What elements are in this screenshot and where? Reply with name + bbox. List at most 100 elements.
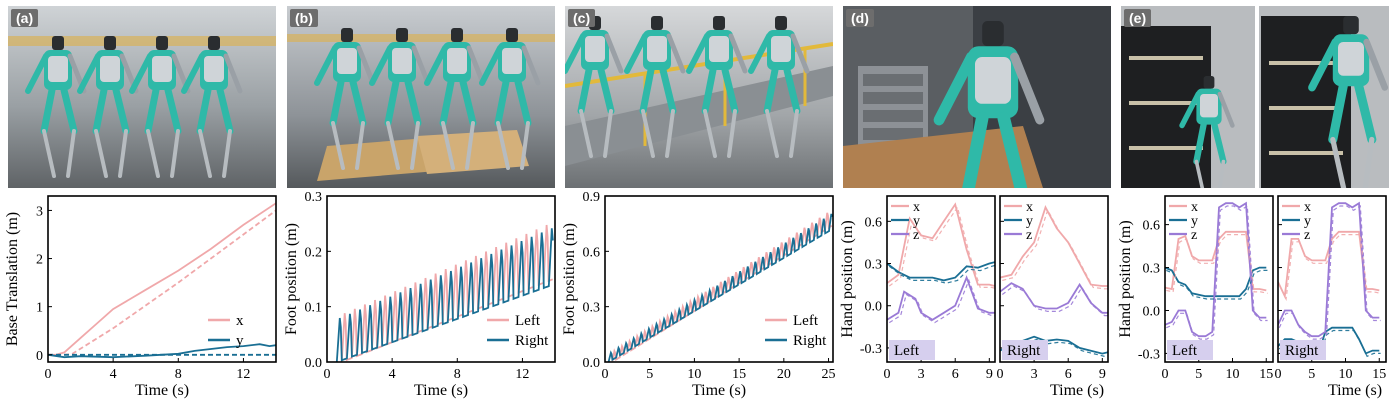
x-tick-label: 10 (1339, 367, 1353, 382)
x-tick-label: 8 (175, 367, 182, 382)
x-tick-label: 0 (997, 367, 1004, 382)
plot-lines (48, 202, 276, 359)
x-tick-label: 0 (45, 367, 52, 382)
y-tick-label: 0.9 (583, 190, 601, 205)
y-axis-label: Base Translation (m) (4, 212, 21, 346)
plot-frame (886, 195, 996, 363)
robot-figure (424, 28, 486, 170)
robot-figure (565, 16, 624, 158)
robot-figure (181, 36, 243, 178)
x-tick-label: 0 (324, 367, 331, 382)
legend-label: z (1026, 228, 1032, 243)
Left-series-line (611, 212, 833, 362)
robot-figure (748, 16, 810, 158)
x-tick-label: 12 (236, 367, 250, 382)
photo-a-label: (a) (11, 9, 39, 27)
legend-label: Left (515, 313, 541, 329)
x-tick-label: 0 (602, 367, 609, 382)
photo-d-label: (d) (846, 9, 874, 27)
subpanel-left: 0 3 6 9 -0.3 0.0 0.3 0.6 Left xyz (860, 195, 996, 382)
reference-line (1002, 208, 1108, 290)
legend-label: Right (793, 333, 827, 349)
y-tick-label: 0.3 (305, 190, 323, 205)
x-tick-label: 20 (777, 367, 791, 382)
photo-c-label: (c) (568, 9, 596, 27)
photo-b-image (287, 6, 555, 188)
photo-d-image (843, 6, 1111, 188)
y-tick-label: -0.3 (1138, 347, 1160, 362)
x-tick-label: 5 (646, 367, 653, 382)
robot-figure (479, 28, 541, 170)
y-tick-label: 3 (36, 204, 43, 219)
robot-figure (369, 28, 431, 170)
plot-lines (1165, 201, 1268, 340)
legend-label: x (236, 313, 244, 329)
legend-label: z (1191, 228, 1197, 243)
robot-figure (1308, 16, 1389, 188)
legend-label: x (1026, 200, 1033, 215)
y-tick-label: 0 (36, 349, 43, 364)
y-tick-label: 0.0 (1143, 304, 1161, 319)
x-tick-label: 5 (1195, 367, 1202, 382)
subpanel-right: 0 5 10 15 Right xyz (1275, 195, 1387, 382)
legend-label: y (1026, 214, 1033, 229)
robot-figure (25, 36, 87, 178)
reference-line (888, 264, 995, 284)
robot-figure (624, 16, 686, 158)
panel-tag-label: Right (1285, 343, 1319, 359)
legend-label: y (1191, 214, 1198, 229)
legend-label: x (1191, 200, 1198, 215)
reference-line (1278, 204, 1381, 340)
x-tick-label: 9 (1099, 367, 1106, 382)
plot-lines (335, 224, 554, 362)
x-tick-label: 8 (454, 367, 461, 382)
x-series-line (48, 202, 276, 356)
x-tick-label: 9 (986, 367, 993, 382)
robot-figure (1179, 76, 1235, 188)
reference-line (888, 278, 995, 324)
y-tick-label: 0.6 (583, 245, 601, 260)
photo-e-image (1121, 6, 1389, 188)
x-tick-label: 0 (1275, 367, 1282, 382)
plot-frame (604, 195, 834, 363)
Right-series-line (607, 213, 833, 362)
photo-e-label: (e) (1124, 9, 1152, 27)
panel-tag-label: Right (1007, 343, 1041, 359)
legend-label: Right (515, 333, 549, 349)
y-axis-label: Hand position (m) (1117, 220, 1134, 337)
photo-b-label: (b) (290, 9, 318, 27)
y-tick-label: 0.2 (305, 245, 323, 260)
photo-b: (b) (287, 6, 555, 188)
y-axis-label: Hand position (m) (839, 220, 856, 337)
robot-figure (314, 28, 376, 170)
plot-frame (1277, 195, 1387, 363)
x-axis-label: Time (s) (1328, 382, 1382, 399)
plot-lines (1278, 201, 1381, 358)
plot-frame (1164, 195, 1274, 363)
plot-frame (999, 195, 1109, 363)
reference-line (1001, 285, 1108, 317)
x-tick-label: 15 (1372, 367, 1386, 382)
plot-lines (887, 202, 995, 324)
legend-label: z (913, 228, 919, 243)
y-series-line (48, 343, 276, 359)
photo-a-image (8, 6, 276, 188)
y-axis-label: Foot position (m) (561, 223, 578, 335)
x-tick-label: 3 (1031, 367, 1038, 382)
robot-figure (77, 36, 139, 178)
x-tick-label: 0 (1162, 367, 1169, 382)
panel-tag-badge (889, 340, 935, 360)
plot-frame (47, 195, 277, 363)
x-tick-label: 3 (918, 367, 925, 382)
x-tick-label: 12 (515, 367, 529, 382)
reference-line (1166, 204, 1268, 340)
purple-series-line (1000, 282, 1108, 314)
legend-label: y (913, 214, 920, 229)
x-axis-label: Time (s) (692, 382, 746, 399)
x-tick-label: 5 (1308, 367, 1315, 382)
photo-a: (a) (8, 6, 276, 188)
x-axis-label: Time (s) (1050, 382, 1104, 399)
y-tick-label: 0.0 (865, 300, 883, 315)
reference-line (1166, 234, 1268, 294)
